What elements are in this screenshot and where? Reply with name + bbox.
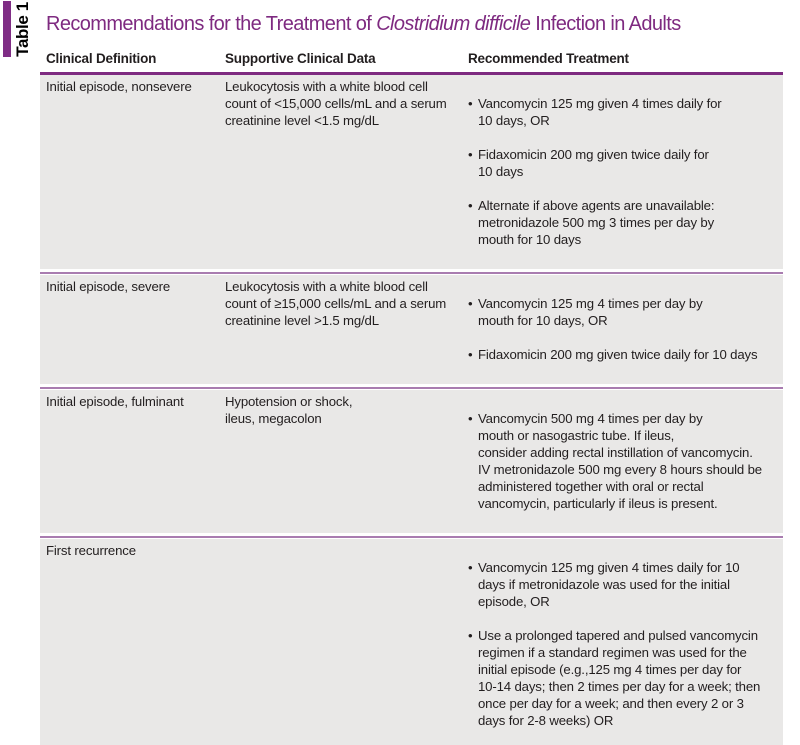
recommended-treatment-cell: • Vancomycin 125 mg 4 times per day by mo… — [468, 278, 783, 380]
bullet-icon: • — [468, 627, 473, 643]
treatment-item: • Vancomycin 125 mg given 4 times daily f… — [468, 559, 775, 610]
treatment-item: • Fidaxomicin 200 mg given twice daily fo… — [468, 346, 775, 363]
bullet-icon: • — [468, 197, 473, 213]
treatment-text: Vancomycin 125 mg given 4 times daily fo… — [478, 559, 740, 609]
recommended-treatment-cell: • Vancomycin 500 mg 4 times per day by mo… — [468, 393, 783, 529]
clinical-definition-cell: Initial episode, fulminant — [46, 393, 184, 409]
table-title: Recommendations for the Treatment of Clo… — [40, 0, 783, 47]
treatment-item: • Alternate if above agents are unavailab… — [468, 197, 775, 248]
treatment-text: Use a prolonged tapered and pulsed vanco… — [478, 627, 761, 728]
table-row-initial-episode-fulminant: Initial episode, fulminant Hypotension o… — [40, 389, 783, 533]
table-number-label: Table 1 — [13, 2, 32, 57]
table-row-initial-episode-severe: Initial episode, severe Leukocytosis wit… — [40, 274, 783, 384]
table-container: Recommendations for the Treatment of Clo… — [40, 0, 783, 745]
column-header-supportive-clinical-data: Supportive Clinical Data — [225, 51, 376, 66]
treatment-text: Alternate if above agents are unavailabl… — [478, 197, 715, 247]
supportive-data-cell: Leukocytosis with a white blood cell cou… — [225, 78, 447, 128]
bullet-icon: • — [468, 295, 473, 311]
recommended-treatment-cell: • Vancomycin 125 mg given 4 times daily f… — [468, 542, 783, 745]
bullet-icon: • — [468, 146, 473, 162]
treatment-item: • Fidaxomicin 200 mg given twice daily fo… — [468, 146, 775, 180]
clinical-definition-cell: Initial episode, nonsevere — [46, 78, 192, 94]
table-row-initial-episode-nonsevere: Initial episode, nonsevere Leukocytosis … — [40, 74, 783, 269]
title-text-pre: Recommendations for the Treatment of — [46, 13, 377, 35]
header-divider — [40, 72, 783, 75]
treatment-item: • Use a prolonged tapered and pulsed vanc… — [468, 627, 775, 729]
supportive-data-cell: Hypotension or shock, ileus, megacolon — [225, 393, 353, 426]
title-text-post: Infection in Adults — [530, 13, 681, 35]
title-text-italic: Clostridium difficile — [376, 13, 531, 35]
column-header-row: Clinical Definition Supportive Clinical … — [40, 47, 783, 72]
clinical-definition-cell: First recurrence — [46, 542, 136, 558]
treatment-text: Vancomycin 125 mg 4 times per day by mou… — [478, 295, 703, 328]
table-row-first-recurrence: First recurrence • Vancomycin 125 mg give… — [40, 538, 783, 745]
treatment-text: Fidaxomicin 200 mg given twice daily for… — [478, 146, 709, 179]
treatment-text: Fidaxomicin 200 mg given twice daily for… — [478, 346, 758, 362]
row-divider — [40, 532, 783, 539]
supportive-data-cell — [225, 542, 468, 745]
bullet-icon: • — [468, 410, 473, 426]
row-divider — [40, 268, 783, 275]
column-header-recommended-treatment: Recommended Treatment — [468, 51, 629, 66]
row-divider — [40, 383, 783, 390]
supportive-data-cell: Leukocytosis with a white blood cell cou… — [225, 278, 447, 328]
treatment-text: Vancomycin 125 mg given 4 times daily fo… — [478, 95, 722, 128]
recommended-treatment-cell: • Vancomycin 125 mg given 4 times daily f… — [468, 78, 783, 265]
bullet-icon: • — [468, 559, 473, 575]
clinical-definition-cell: Initial episode, severe — [46, 278, 171, 294]
column-header-clinical-definition: Clinical Definition — [46, 51, 157, 66]
table-accent-bar — [3, 1, 11, 57]
bullet-icon: • — [468, 346, 473, 362]
treatment-item: • Vancomycin 125 mg given 4 times daily f… — [468, 95, 775, 129]
treatment-item: • Vancomycin 125 mg 4 times per day by mo… — [468, 295, 775, 329]
treatment-item: • Vancomycin 500 mg 4 times per day by mo… — [468, 410, 775, 512]
treatment-text: Vancomycin 500 mg 4 times per day by mou… — [478, 410, 762, 511]
bullet-icon: • — [468, 95, 473, 111]
